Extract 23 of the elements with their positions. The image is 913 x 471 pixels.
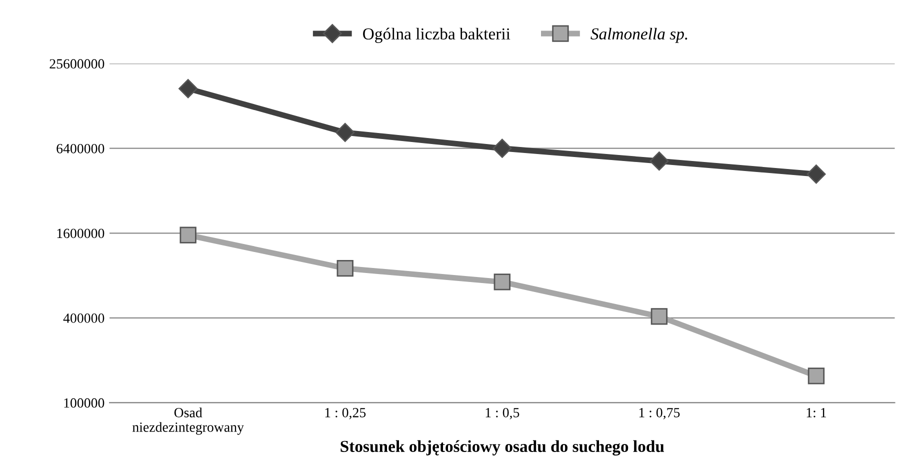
point [178, 79, 198, 98]
point [650, 152, 669, 171]
y-tick-label: 6400000 [56, 144, 104, 154]
x-tick-label: 1 : 0,75 [639, 408, 680, 420]
point [492, 138, 512, 158]
legend-label: Salmonella sp. [590, 28, 688, 43]
x-axis-title: Stosunek objętościowy osadu do suchego lodu [340, 440, 664, 456]
x-tick-label: 1 : 0,25 [325, 408, 366, 420]
legend-label: Ogólna liczba bakterii [363, 28, 510, 43]
y-tick-label: 400000 [63, 314, 104, 323]
point [336, 122, 355, 142]
x-tick-label: Osad niezdezintegrowany [132, 408, 244, 435]
point [650, 308, 668, 325]
y-tick-label: 1600000 [57, 228, 104, 238]
y-tick-label: 25600000 [50, 59, 104, 69]
x-tick-label: 1 : 0,5 [486, 408, 520, 420]
point [494, 274, 510, 290]
x-tick-label: 1: 1 [806, 408, 826, 418]
y-tick-label: 100000 [64, 398, 104, 408]
point [806, 164, 826, 184]
point [336, 260, 354, 277]
point [808, 368, 825, 384]
point [180, 226, 196, 244]
